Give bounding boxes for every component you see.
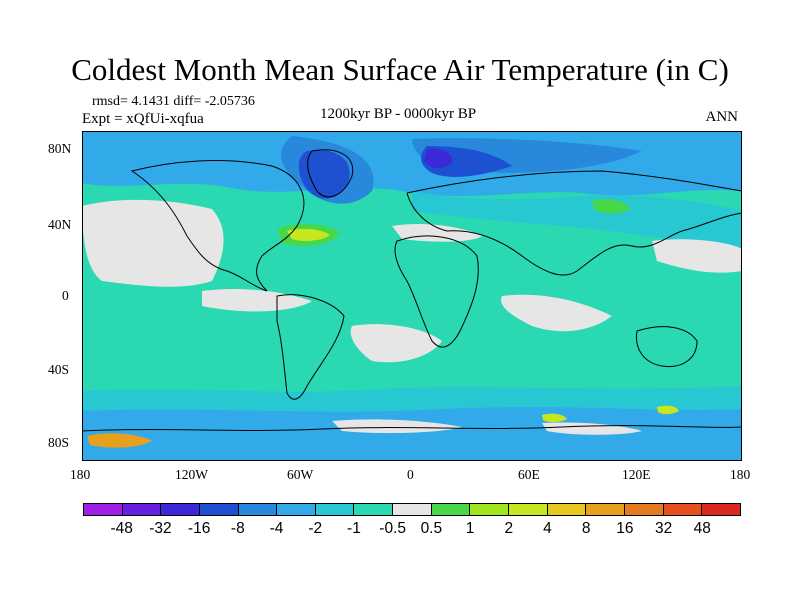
- lon-tick-60w: 60W: [287, 467, 314, 482]
- colorbar-swatch: [277, 504, 316, 515]
- colorbar-swatch: [315, 504, 355, 515]
- lat-tick-40s: 40S: [48, 362, 70, 377]
- lon-tick-180w: 180: [70, 467, 91, 482]
- colorbar-label: 48: [693, 520, 711, 537]
- colorbar-label: -4: [269, 520, 284, 537]
- colorbar-swatch: [586, 504, 625, 515]
- colorbar-swatch: [702, 504, 740, 515]
- coast-greenland: [307, 149, 354, 198]
- colorbar-swatch: [547, 504, 587, 515]
- colorbar-swatch: [624, 504, 664, 515]
- colorbar-label: 8: [581, 520, 591, 537]
- field-white-indian: [501, 294, 612, 332]
- field-light-teal-eurasia: [412, 191, 742, 251]
- season-label: ANN: [705, 109, 739, 125]
- field-green-asia: [592, 199, 630, 214]
- coastlines: [82, 149, 742, 432]
- colorbar-label: -1: [347, 520, 361, 537]
- colorbar-swatch: [238, 504, 278, 515]
- field-white-asia: [652, 239, 742, 273]
- coast-antarctica: [82, 425, 742, 432]
- colorbar-swatch: [199, 504, 239, 515]
- colorbar-swatch: [470, 504, 510, 515]
- colorbar-label: 16: [616, 520, 634, 537]
- colorbar-swatch: [509, 504, 548, 515]
- colorbar-swatch: [663, 504, 703, 515]
- colorbar-label: -16: [187, 520, 211, 537]
- field-yellow-natlantic: [287, 228, 330, 242]
- colorbar-swatch: [84, 504, 123, 515]
- field-white-antarctic: [332, 419, 642, 435]
- lat-tick-40n: 40N: [48, 217, 72, 232]
- coast-south-america: [276, 294, 345, 400]
- lon-tick-0: 0: [407, 467, 414, 482]
- lat-tick-0: 0: [62, 288, 69, 303]
- lon-tick-180e: 180: [730, 467, 751, 482]
- map-canvas: [82, 131, 742, 461]
- field-yellow-antarctic: [542, 405, 679, 423]
- colorbar-label: 2: [504, 520, 514, 537]
- field-greenland-deep: [298, 146, 512, 199]
- colorbar-label: -8: [230, 520, 245, 537]
- lon-tick-120e: 120E: [622, 467, 651, 482]
- colorbar-swatch: [354, 504, 394, 515]
- field-white-south-atlantic: [350, 324, 442, 363]
- experiment-label: Expt = xQfUi-xqfua: [82, 111, 204, 127]
- temperature-anomaly-map: [82, 131, 742, 461]
- coast-north-america: [130, 160, 305, 292]
- lat-tick-80s: 80S: [48, 435, 70, 450]
- map-title: Coldest Month Mean Surface Air Temperatu…: [71, 52, 729, 87]
- field-arctic-indigo: [424, 148, 453, 169]
- field-white-npacific: [82, 199, 224, 287]
- coast-australia: [635, 326, 698, 368]
- colorbar-swatch: [161, 504, 200, 515]
- lon-tick-120w: 120W: [175, 467, 208, 482]
- colorbar-label: -32: [149, 520, 172, 537]
- colorbar-label: 4: [543, 520, 552, 537]
- colorbar-label: -2: [308, 520, 323, 537]
- map-frame: [82, 131, 742, 461]
- coast-eurasia: [406, 170, 742, 276]
- colorbar-label: 1: [465, 520, 475, 537]
- colorbar-label: 0.5: [420, 520, 443, 537]
- colorbar-swatch: [393, 504, 432, 515]
- colorbar-label: -0.5: [379, 520, 406, 537]
- colorbar-swatch: [431, 504, 471, 515]
- colorbar-label: -48: [110, 520, 133, 537]
- lon-tick-60e: 60E: [518, 467, 540, 482]
- period-label: 1200kyr BP - 0000kyr BP: [320, 106, 477, 122]
- lat-tick-80n: 80N: [48, 141, 72, 156]
- field-orange-antarctic: [87, 433, 152, 448]
- colorbar-swatch: [122, 504, 162, 515]
- rmsd-diff-stats: rmsd= 4.1431 diff= -2.05736: [92, 94, 255, 109]
- field-blue-southern: [82, 407, 742, 461]
- colorbar-label: 32: [654, 520, 673, 537]
- colorbar: [83, 503, 741, 516]
- coast-africa: [394, 235, 479, 348]
